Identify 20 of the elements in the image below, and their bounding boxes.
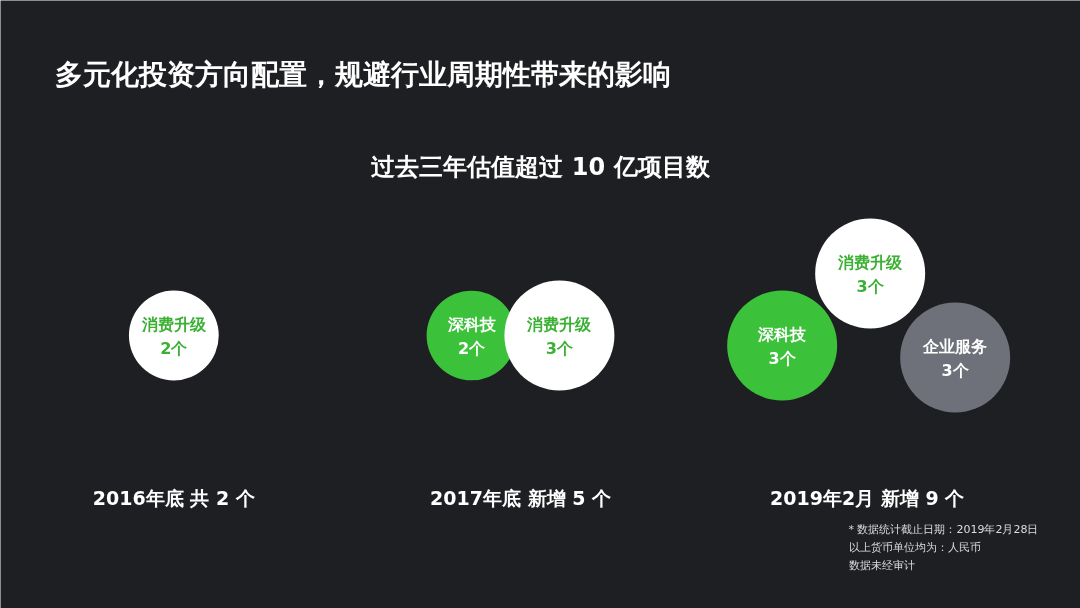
category-label: 2019年2月 新增 9 个 [770,486,966,509]
text: 过去三年估值超过 10 亿项目数 [370,152,711,181]
category-label: 2017年底 新增 5 个 [430,486,612,509]
text: 以上货币单位均为：人民币 [848,541,981,554]
data-label: 3个 [545,339,574,358]
text: 数据未经审计 [848,559,915,572]
data-label: 3个 [856,277,885,296]
category-label: 2016年底 共 2 个 [92,486,256,509]
series-label: 企业服务 [922,337,988,356]
data-label: 3个 [768,349,797,368]
data-label: 2个 [160,339,189,358]
text: 深科技 [758,325,807,344]
text: * 数据统计截止日期：2019年2月28日 [848,523,1039,536]
text: 消费升级 [527,315,592,334]
series-label: 深科技 [446,315,497,334]
data-label: 2个 [457,339,487,358]
text: 消费升级 [838,253,903,272]
series-label: 消费升级 [140,315,207,334]
data-label: 3个 [941,361,970,380]
text: 多元化投资方向配置，规避行业周期性带来的影响 [54,58,671,91]
